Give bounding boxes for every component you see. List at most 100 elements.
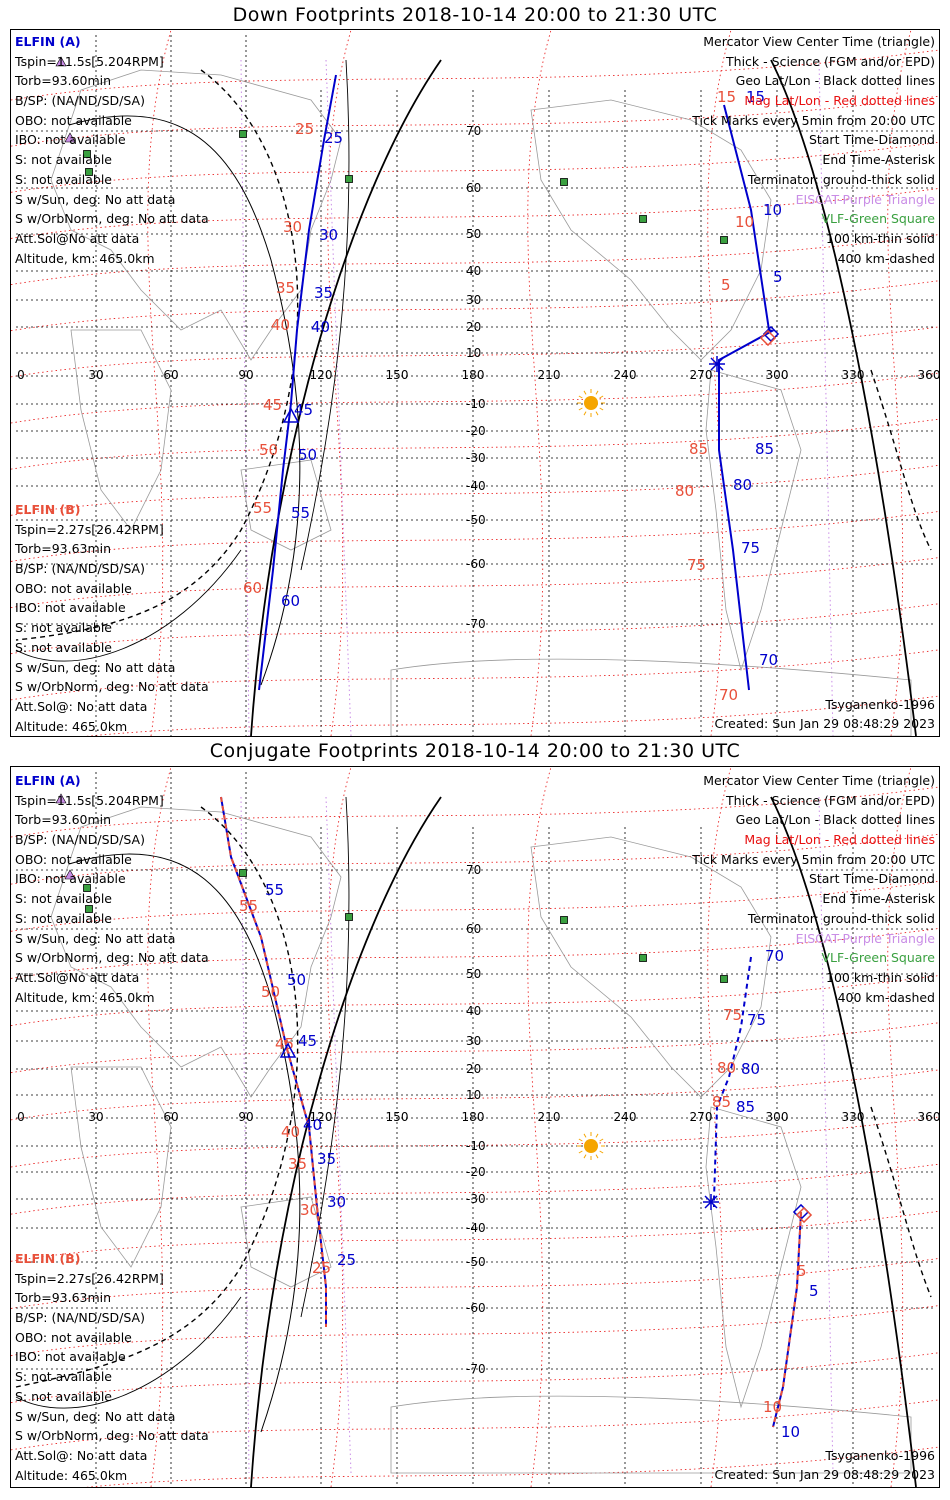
mag-tick-label: 15 (717, 88, 736, 106)
info-line: OBO: not available (15, 112, 132, 128)
mag-lat-line (11, 649, 939, 701)
continent-outline (70, 1066, 172, 1268)
track-tick-label: 80 (733, 476, 752, 494)
terminator-line (68, 115, 301, 686)
mag-lat-line (11, 1116, 939, 1168)
info-line: S w/OrbNorm, deg: No att data (15, 950, 209, 966)
info-line: S: not available (15, 1369, 112, 1385)
info-line: B/SP: (NA/ND/SD/SA) (15, 832, 145, 848)
info-line: Torb=93.63min (15, 541, 112, 557)
info-line: Tspin=2.27s[26.42RPM] (15, 521, 164, 537)
vlf-station-square (345, 913, 353, 921)
info-line: IBO: not available (15, 132, 126, 148)
start-diamond-marker (795, 1206, 813, 1224)
info-line: B/SP: (NA/ND/SD/SA) (15, 93, 145, 109)
info-line: Torb=93.60min (15, 812, 112, 828)
purple-dotted-line (240, 59, 250, 736)
lon-tick-label: 120 (310, 368, 333, 382)
purple-dotted-line (818, 796, 834, 1474)
mag-tick-label: 30 (300, 1201, 319, 1219)
mag-lat-line (11, 1210, 939, 1262)
lat-tick-label: -70 (466, 617, 486, 631)
mag-tick-label: 75 (723, 1006, 742, 1024)
sun-ray (583, 1133, 587, 1138)
lat-tick-label: 50 (466, 227, 481, 241)
mag-lat-line (11, 1305, 939, 1356)
lat-tick-label: 60 (466, 181, 481, 195)
legend-item: End Time-Asterisk (822, 152, 935, 168)
eiscat-triangle (64, 132, 76, 143)
elfin-b-track-south-overlay (772, 1211, 802, 1428)
sun-ray (583, 1154, 587, 1159)
legend-item: Geo Lat/Lon - Black dotted lines (735, 812, 935, 828)
info-line: Tspin=2.27s[26.42RPM] (15, 1270, 164, 1286)
legend-item: Start Time-Diamond (808, 871, 935, 887)
info-line: S: not available (15, 620, 112, 636)
info-line: Altitude: 465.0km (15, 718, 128, 734)
legend-item: 400 km-dashed (837, 250, 935, 266)
lon-tick-label: 120 (310, 1110, 333, 1124)
mag-lon-line (147, 767, 172, 1487)
info-line: IBO: not available (15, 600, 126, 616)
continent-outline (50, 806, 342, 1098)
lon-tick-label: 360 (918, 1110, 939, 1124)
legend-item: Thick - Science (FGM and/or EPD) (726, 53, 935, 69)
mag-lat-line (11, 326, 939, 378)
track-tick-label: 40 (303, 1116, 322, 1134)
legend-item: Mag Lat/Lon - Red dotted lines (744, 832, 935, 848)
lon-tick-label: 60 (163, 1110, 178, 1124)
legend-item: Mercator View Center Time (triangle) (703, 773, 935, 788)
mag-lat-line (11, 49, 939, 101)
mag-tick-label: 35 (276, 279, 295, 297)
mag-tick-label: 80 (717, 1059, 736, 1077)
continent-outline (390, 1395, 912, 1474)
sun-ray (583, 411, 587, 416)
legend-item: VLF-Green Square (821, 950, 935, 966)
terminator-line (770, 796, 917, 1487)
info-line: Att.Sol@: No att data (15, 1447, 148, 1463)
legend-item: Geo Lat/Lon - Black dotted lines (735, 73, 935, 89)
vlf-station-square (85, 168, 93, 176)
sun-ray (578, 1150, 583, 1154)
sun-ray (595, 390, 599, 395)
info-line: Torb=93.60min (15, 73, 112, 89)
continent-outline (50, 69, 342, 361)
mag-lat-line (11, 603, 939, 655)
panel-title-conjugate: Conjugate Footprints 2018-10-14 20:00 to… (209, 740, 741, 762)
track-tick-label: 40 (311, 318, 330, 336)
mag-lat-line (11, 280, 939, 332)
mag-tick-label: 50 (261, 983, 280, 1001)
lon-tick-label: 300 (766, 368, 789, 382)
mag-lat-line (11, 1352, 939, 1404)
mag-lat-line (11, 975, 939, 1026)
lat-tick-label: -40 (466, 479, 486, 493)
lat-tick-label: -30 (466, 1192, 486, 1206)
map-legend: Mercator View Center Time (triangle) Thi… (692, 32, 935, 268)
sun-ray (595, 411, 599, 416)
mag-lon-line (527, 30, 552, 736)
mag-tick-label: 45 (263, 396, 282, 414)
elfin-a-track (258, 74, 337, 691)
mag-tick-label: 60 (243, 579, 262, 597)
info-line: S: not available (15, 910, 112, 926)
track-tick-label: 60 (281, 592, 300, 610)
vlf-station-square (83, 150, 91, 158)
vlf-station-square (239, 130, 247, 138)
lon-tick-label: 180 (462, 368, 485, 382)
lat-tick-label: 20 (466, 320, 481, 334)
model-footer: Tsyganenko-1996 Created: Sun Jan 29 08:4… (715, 695, 935, 734)
center-time-triangle (282, 407, 300, 423)
mag-lat-line (11, 418, 939, 470)
mag-lat-line (11, 1163, 939, 1215)
end-asterisk-marker (704, 1195, 718, 1209)
legend-item: 400 km-dashed (837, 989, 935, 1005)
mag-tick-label: 30 (283, 218, 302, 236)
lon-tick-label: 240 (614, 368, 637, 382)
mag-lat-line (11, 833, 939, 885)
elfin-a-header: ELFIN (A) (15, 773, 81, 788)
track-tick-label: 5 (773, 268, 783, 286)
info-line: Altitude: 465.0km (15, 1467, 128, 1483)
lon-tick-label: 240 (614, 1110, 637, 1124)
mag-lon-line (887, 767, 912, 1487)
model-name: Tsyganenko-1996 (825, 696, 935, 712)
